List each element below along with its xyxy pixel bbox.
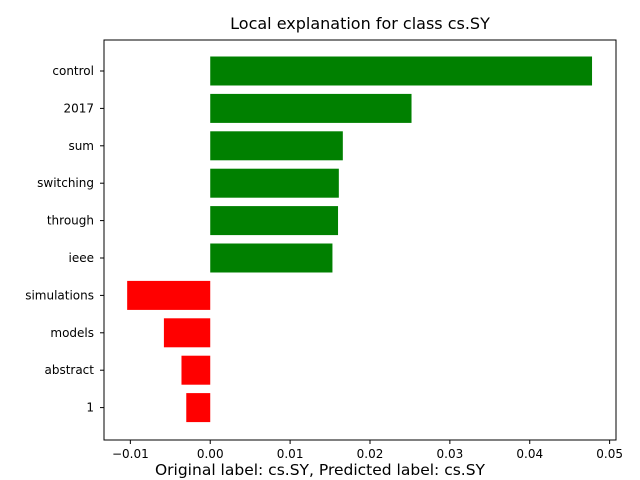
x-axis-ticks: −0.01 0.00 0.01 0.02 0.03 0.04 0.05 xyxy=(112,440,623,461)
bar-ieee xyxy=(210,243,333,273)
bar-abstract xyxy=(181,355,211,385)
chart-title: Local explanation for class cs.SY xyxy=(230,14,490,33)
bar-sum xyxy=(210,131,343,161)
x-tick-label: 0.00 xyxy=(197,447,224,461)
chart-caption: Original label: cs.SY, Predicted label: … xyxy=(155,461,486,479)
y-tick-label: control xyxy=(52,64,94,78)
x-tick-label: 0.03 xyxy=(437,447,464,461)
plot-frame xyxy=(103,39,617,441)
bar-1 xyxy=(186,393,211,423)
bar-control xyxy=(210,56,593,86)
x-tick-label: 0.02 xyxy=(357,447,384,461)
y-tick-label: models xyxy=(50,326,94,340)
bar-switching xyxy=(210,168,339,198)
y-tick-label: abstract xyxy=(44,363,94,377)
x-tick-label: 0.05 xyxy=(596,447,623,461)
y-tick-label: sum xyxy=(68,139,94,153)
y-axis-ticks: control 2017 sum switching through ieee simula… xyxy=(25,64,104,415)
x-tick-label: −0.01 xyxy=(112,447,149,461)
y-tick-label: simulations xyxy=(25,288,94,302)
x-tick-label: 0.04 xyxy=(516,447,543,461)
bar-models xyxy=(163,318,211,348)
y-tick-label: 2017 xyxy=(63,101,94,115)
bar-2017 xyxy=(210,93,412,123)
bars-group xyxy=(127,56,593,423)
y-tick-label: 1 xyxy=(86,401,94,415)
y-tick-label: switching xyxy=(37,176,94,190)
y-tick-label: ieee xyxy=(69,251,94,265)
y-tick-label: through xyxy=(47,214,94,228)
x-tick-label: 0.01 xyxy=(277,447,304,461)
bar-through xyxy=(210,206,339,236)
bar-simulations xyxy=(127,280,211,310)
